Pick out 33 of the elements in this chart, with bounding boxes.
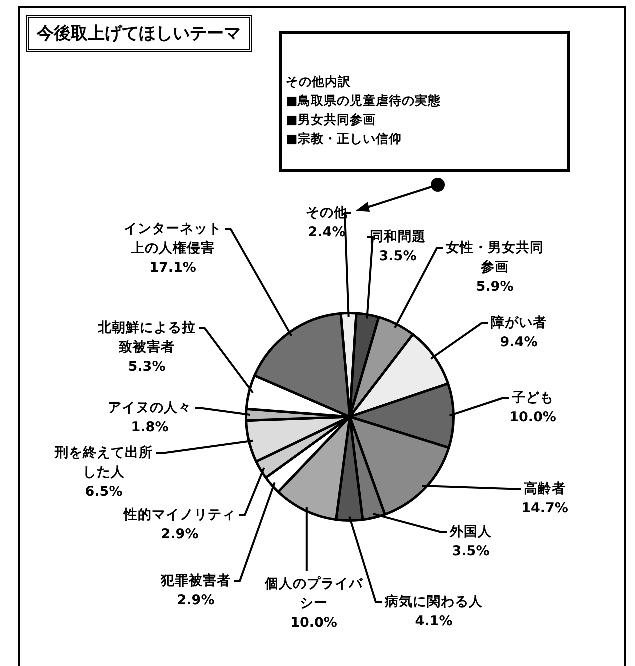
data-label: 6.5%: [85, 484, 124, 500]
data-label: 1.8%: [131, 419, 170, 436]
data-label: 17.1%: [150, 260, 197, 276]
data-label: 2.9%: [177, 592, 216, 608]
slice-label: 個人のプライバシー: [264, 575, 364, 612]
slice-label: 子ども: [511, 390, 554, 406]
slice-label: アイヌの人々: [108, 400, 192, 416]
data-label: 4.1%: [415, 613, 454, 630]
chart-title: 今後取上げてほしいテーマ: [26, 15, 252, 52]
text: ■鳥取県の児童虐待の実態: [286, 92, 442, 110]
data-label: 10.0%: [290, 615, 338, 631]
data-label: 2.9%: [161, 526, 200, 542]
data-label: 2.4%: [308, 224, 346, 240]
slice-label: 性的マイノリティ: [123, 506, 236, 523]
slice-label: 高齢者: [524, 480, 566, 497]
slice-label: 病気に関わる人: [384, 592, 484, 610]
data-label: 3.5%: [379, 248, 418, 264]
data-label: 5.3%: [128, 359, 166, 375]
data-label: 5.9%: [476, 279, 514, 295]
data-label: 14.7%: [522, 500, 569, 516]
slice-label: 犯罪被害者: [160, 572, 231, 589]
slice-label: 北朝鮮による拉致被害者: [97, 320, 196, 356]
slice-label: 障がい者: [491, 314, 547, 331]
slice-label: 外国人: [449, 524, 493, 540]
slice-label: 刑を終えて出所した人: [54, 445, 153, 480]
data-label: 9.4%: [500, 334, 538, 350]
slice-label: 女性・男女共同参画: [445, 240, 544, 276]
text: その他内訳: [286, 73, 352, 91]
text: ■宗教・正しい信仰: [286, 130, 403, 148]
data-label: 3.5%: [452, 543, 490, 560]
text: ■男女共同参画: [286, 111, 377, 129]
data-label: 10.0%: [510, 409, 557, 426]
slice-label: インターネット上の人権侵害: [124, 221, 222, 256]
